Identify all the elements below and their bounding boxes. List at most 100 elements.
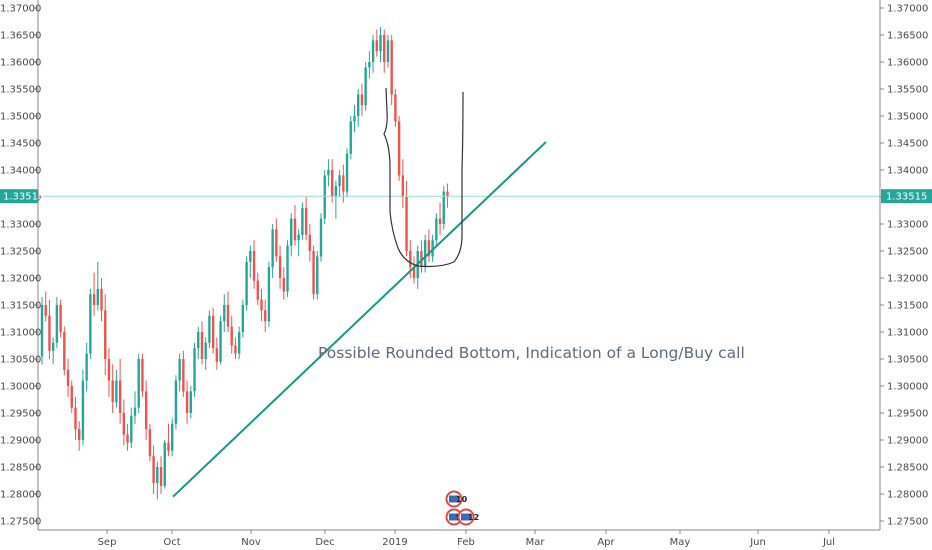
candle[interactable] [104, 294, 107, 376]
candle[interactable] [204, 337, 207, 370]
candle[interactable] [92, 272, 96, 316]
candle[interactable] [345, 148, 349, 197]
candle[interactable] [442, 186, 445, 230]
candle[interactable] [111, 364, 114, 413]
candle[interactable] [327, 159, 330, 187]
candle[interactable] [211, 307, 215, 354]
event-badge[interactable]: 10 [445, 490, 468, 508]
candle[interactable] [386, 35, 390, 68]
candle[interactable] [364, 62, 367, 111]
candle[interactable] [357, 89, 360, 127]
candle[interactable] [182, 350, 185, 397]
candle[interactable] [223, 294, 226, 332]
candle[interactable] [48, 299, 51, 359]
candle[interactable] [74, 396, 77, 440]
candle[interactable] [308, 224, 312, 262]
candle[interactable] [122, 399, 126, 446]
candle[interactable] [226, 291, 230, 333]
candle[interactable] [368, 51, 371, 79]
candle[interactable] [375, 29, 378, 57]
candle[interactable] [252, 240, 256, 289]
candle[interactable] [89, 288, 92, 359]
event-badge[interactable]: 12 [457, 508, 480, 526]
candle[interactable] [278, 245, 282, 289]
candle[interactable] [63, 326, 66, 376]
candle[interactable] [316, 251, 319, 300]
candle[interactable] [267, 261, 271, 327]
candle[interactable] [301, 202, 304, 241]
candle[interactable] [312, 245, 315, 300]
candle[interactable] [219, 315, 222, 365]
candle[interactable] [293, 205, 297, 246]
candle[interactable] [96, 261, 99, 311]
candle[interactable] [438, 202, 442, 235]
candle[interactable] [427, 229, 431, 262]
candle[interactable] [334, 180, 338, 219]
candle[interactable] [193, 342, 196, 397]
candle[interactable] [394, 89, 397, 127]
candle[interactable] [51, 337, 55, 365]
candle[interactable] [286, 240, 289, 297]
candle[interactable] [200, 321, 204, 365]
candle[interactable] [383, 29, 386, 73]
candle[interactable] [353, 105, 356, 133]
candle[interactable] [256, 272, 259, 305]
candle[interactable] [237, 326, 241, 359]
candle[interactable] [412, 256, 416, 284]
candle[interactable] [297, 229, 300, 257]
candle[interactable] [70, 380, 73, 413]
candle[interactable] [390, 35, 393, 106]
candle[interactable] [245, 256, 248, 311]
candle[interactable] [159, 456, 163, 494]
candle[interactable] [40, 296, 44, 365]
candle[interactable] [144, 380, 148, 440]
rounded-bottom-drawing[interactable] [383, 87, 464, 268]
candle[interactable] [304, 197, 308, 241]
candle[interactable] [323, 170, 326, 224]
candle[interactable] [133, 391, 137, 424]
candle[interactable] [349, 116, 352, 160]
candle[interactable] [81, 369, 85, 446]
candle[interactable] [208, 310, 211, 349]
candle[interactable] [137, 353, 140, 413]
candle[interactable] [234, 337, 237, 359]
candle[interactable] [152, 445, 155, 494]
candle[interactable] [197, 326, 200, 359]
candle[interactable] [401, 159, 405, 208]
candle[interactable] [275, 218, 278, 262]
candle[interactable] [397, 116, 401, 181]
candle[interactable] [55, 296, 59, 349]
candle[interactable] [141, 353, 144, 397]
candle[interactable] [174, 375, 178, 430]
candle[interactable] [189, 386, 192, 419]
candle[interactable] [107, 348, 111, 397]
candle[interactable] [100, 278, 103, 322]
candle[interactable] [379, 26, 382, 62]
candle[interactable] [271, 224, 274, 278]
candle[interactable] [446, 183, 449, 208]
candle[interactable] [148, 423, 152, 462]
candle[interactable] [66, 359, 70, 397]
candle[interactable] [330, 159, 334, 203]
candle[interactable] [118, 359, 122, 424]
candle[interactable] [167, 423, 170, 457]
candle[interactable] [241, 299, 245, 338]
candle[interactable] [215, 337, 219, 370]
candle[interactable] [282, 267, 285, 300]
candle[interactable] [78, 421, 81, 451]
candle[interactable] [405, 180, 408, 257]
event-badges[interactable]: 10912 [445, 490, 480, 526]
candle[interactable] [431, 234, 434, 262]
candle[interactable] [338, 170, 341, 197]
candle[interactable] [156, 461, 159, 500]
candle[interactable] [115, 369, 118, 408]
candle[interactable] [264, 299, 267, 332]
candle[interactable] [230, 315, 233, 354]
candle[interactable] [178, 353, 181, 392]
candle[interactable] [290, 213, 293, 257]
candle[interactable] [371, 35, 375, 73]
candle[interactable] [163, 440, 166, 489]
candle[interactable] [59, 299, 62, 338]
candle[interactable] [360, 83, 364, 116]
candle[interactable] [435, 213, 438, 246]
